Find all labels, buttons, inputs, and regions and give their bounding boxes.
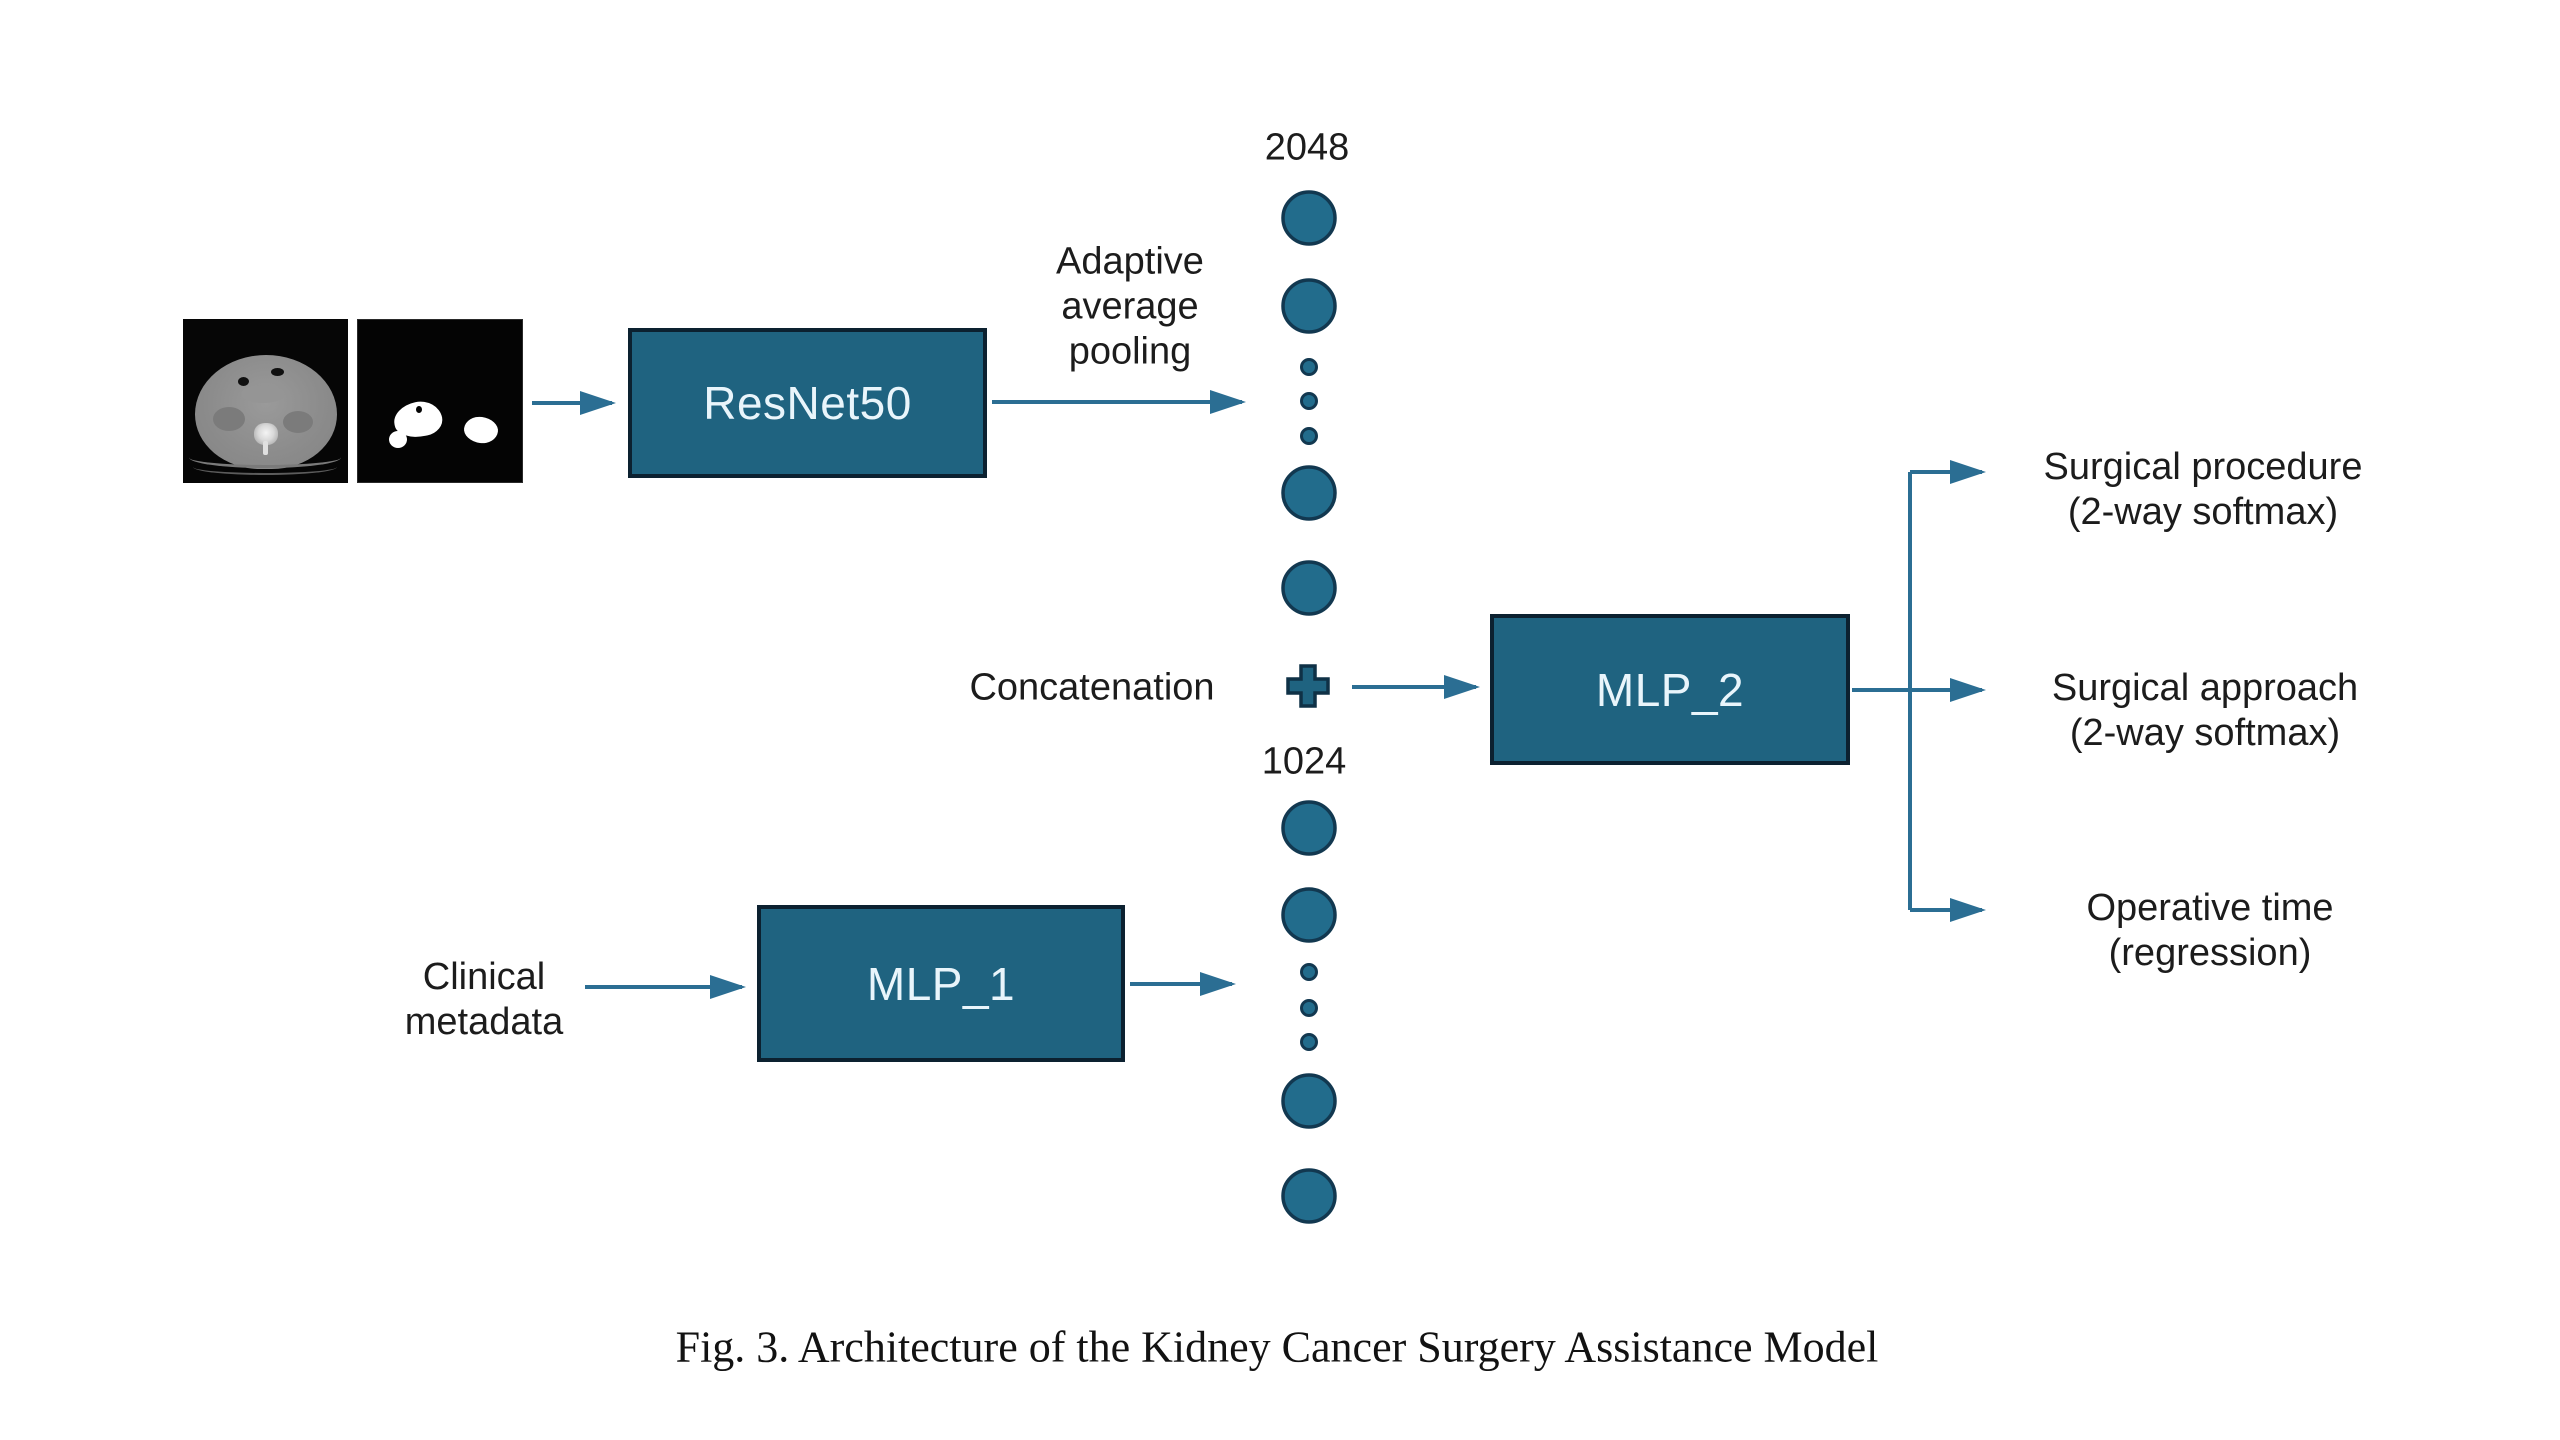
neuron-circle	[1281, 1168, 1337, 1224]
ellipsis-dot	[1300, 999, 1318, 1017]
ellipsis-dot	[1300, 427, 1318, 445]
ct-organ-blob	[213, 407, 245, 431]
feature-vector-bottom	[1281, 800, 1337, 1224]
vector-dim-2048-label: 2048	[1264, 126, 1350, 169]
adaptive-pooling-label: Adaptive average pooling	[1056, 240, 1204, 373]
ct-organ-blob	[241, 385, 285, 403]
feature-vector-top	[1281, 190, 1337, 616]
mask-tumor-blob	[389, 431, 407, 448]
resnet50-block: ResNet50	[628, 328, 987, 478]
clinical-metadata-label: Clinical metadata	[404, 956, 564, 1043]
mlp1-block: MLP_1	[757, 905, 1125, 1062]
figure-caption: Fig. 3. Architecture of the Kidney Cance…	[675, 1322, 1879, 1372]
neuron-circle	[1281, 800, 1337, 856]
segmentation-mask-image	[357, 319, 523, 483]
neuron-circle	[1281, 465, 1337, 521]
ct-organ-blob	[283, 411, 313, 433]
output-surgical-approach: Surgical approach (2-way softmax)	[2051, 667, 2359, 754]
ct-table-arc	[193, 459, 337, 475]
vector-dim-1024-label: 1024	[1261, 740, 1347, 783]
neuron-circle	[1281, 887, 1337, 943]
mlp2-label: MLP_2	[1595, 663, 1745, 716]
concatenation-plus-icon	[1286, 664, 1330, 708]
mask-kidney-blob-right	[462, 414, 500, 446]
resnet50-label: ResNet50	[703, 377, 912, 429]
concatenation-label: Concatenation	[969, 666, 1215, 709]
output-surgical-procedure: Surgical procedure (2-way softmax)	[2043, 446, 2363, 533]
neuron-circle	[1281, 190, 1337, 246]
neuron-circle	[1281, 278, 1337, 334]
output-operative-time: Operative time (regression)	[2086, 887, 2334, 974]
mlp1-label: MLP_1	[866, 957, 1016, 1010]
ct-gas-pocket	[238, 377, 249, 386]
neuron-circle	[1281, 1073, 1337, 1129]
mlp2-block: MLP_2	[1490, 614, 1850, 765]
ellipsis-dot	[1300, 358, 1318, 376]
ellipsis-dot	[1300, 963, 1318, 981]
neuron-circle	[1281, 560, 1337, 616]
ellipsis-dot	[1300, 392, 1318, 410]
ct-gas-pocket	[271, 368, 284, 376]
ct-vertebra	[254, 423, 278, 445]
ellipsis-dot	[1300, 1033, 1318, 1051]
ct-scan-image	[183, 319, 348, 483]
mask-notch	[416, 406, 422, 413]
